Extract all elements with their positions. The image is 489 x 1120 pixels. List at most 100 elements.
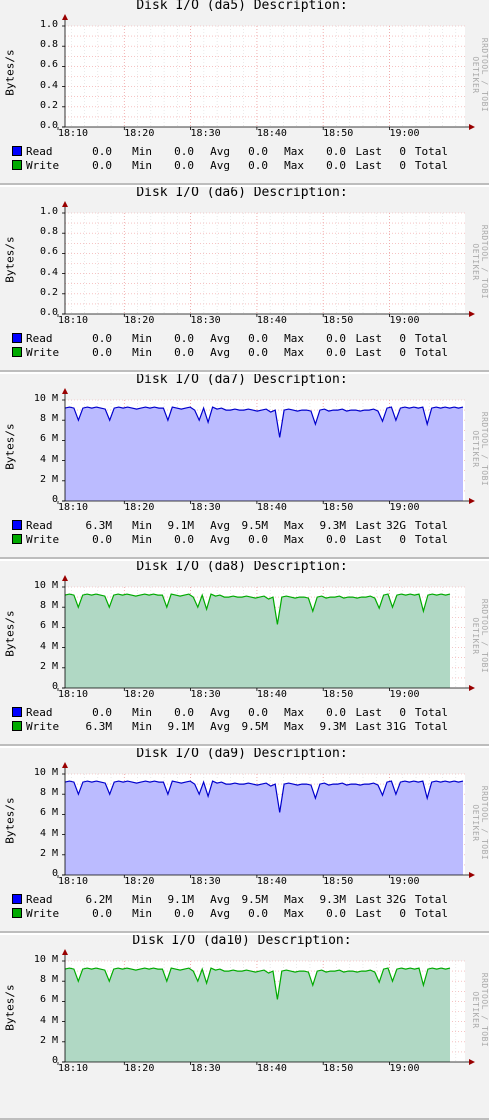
x-tick-label: 18:40	[256, 502, 287, 513]
series-area	[65, 968, 450, 1062]
legend-stat-label: Max	[284, 159, 304, 172]
legend-swatch	[12, 721, 22, 731]
legend-swatch	[12, 520, 22, 530]
chart-svg	[57, 388, 475, 504]
legend-row-read: Read 6.3M Min 9.1M Avg 9.5M Max 9.3M Last 32G Tota…	[12, 519, 448, 532]
legend-stat-label: Avg	[210, 145, 230, 158]
x-tick-label: 18:30	[190, 315, 221, 326]
x-tick-label: 18:40	[256, 315, 287, 326]
y-axis-arrow	[62, 14, 68, 20]
legend-stat-label: Last	[355, 706, 383, 719]
y-axis-label: Bytes/s	[3, 797, 17, 844]
legend-last: 0	[399, 145, 406, 158]
y-tick-label: 2 M	[39, 847, 58, 859]
legend-total-label: Total	[414, 706, 448, 719]
legend-stat-label: Max	[284, 346, 304, 359]
chart-title: Disk I/O (da10) Description:	[132, 935, 352, 948]
y-tick-label: 8 M	[39, 787, 58, 799]
x-tick-label: 18:10	[57, 128, 89, 139]
y-axis-arrow	[62, 201, 68, 207]
x-tick-label: 18:20	[124, 502, 155, 513]
series-area	[65, 781, 463, 875]
legend-row-read: Read 0.0 Min 0.0 Avg 0.0 Max 0.0 Last 0 Total	[12, 706, 448, 719]
legend-row-read: Read 6.2M Min 9.1M Avg 9.5M Max 9.3M Last 32G Tota…	[12, 893, 448, 906]
y-tick-label: 0.8	[39, 226, 58, 238]
legend-swatch	[12, 894, 22, 904]
legend-avg: 9.5M	[241, 720, 269, 733]
y-axis-label: Bytes/s	[3, 49, 17, 96]
legend-row-write: Write 6.3M Min 9.1M Avg 9.5M Max 9.3M Last 31G Tot…	[12, 720, 448, 733]
legend-max: 0.0	[326, 159, 346, 172]
legend-row-read: Read 0.0 Min 0.0 Avg 0.0 Max 0.0 Last 0 Total	[12, 145, 448, 158]
legend-cur: 6.2M	[85, 893, 113, 906]
x-tick-label: 18:50	[323, 315, 354, 326]
y-tick-label: 0	[51, 681, 58, 692]
x-tick-label: 18:50	[323, 876, 354, 887]
y-tick-label: 6 M	[39, 807, 58, 819]
x-tick-label: 18:10	[57, 1063, 89, 1074]
legend-max: 9.3M	[319, 893, 347, 906]
x-tick-label: 19:00	[389, 876, 420, 887]
x-tick-label: 18:40	[256, 876, 287, 887]
chart-title: Disk I/O (da5) Description:	[136, 0, 348, 13]
legend-stat-label: Max	[284, 720, 304, 733]
x-axis-arrow	[469, 311, 475, 317]
watermark: RRDTOOL / TOBI OETIKER	[471, 37, 489, 113]
y-tick-label: 0	[51, 868, 58, 879]
y-tick-label: 4 M	[39, 827, 58, 839]
legend-avg: 0.0	[248, 145, 268, 158]
legend-stat-label: Max	[284, 332, 304, 345]
legend-total-label: Total	[414, 346, 448, 359]
legend-name: Write	[26, 720, 60, 733]
y-tick-label: 8 M	[39, 974, 58, 986]
x-tick-label: 19:00	[389, 1063, 420, 1074]
chart-panel: Disk I/O (da8) Description: Bytes/s RRDTOO…	[0, 561, 489, 746]
x-tick-label: 18:20	[124, 689, 155, 700]
y-tick-label: 0.6	[39, 246, 58, 258]
legend-total-label: Total	[414, 907, 448, 920]
legend-stat-label: Avg	[210, 893, 230, 906]
legend-avg: 0.0	[248, 706, 268, 719]
legend-swatch	[12, 160, 22, 170]
legend-name: Read	[26, 332, 53, 345]
legend-min: 0.0	[174, 533, 194, 546]
legend-last: 0	[399, 533, 406, 546]
legend-cur: 0.0	[92, 145, 112, 158]
x-tick-label: 18:30	[190, 502, 221, 513]
series-line	[64, 406, 464, 438]
legend-min: 0.0	[174, 159, 194, 172]
legend-swatch	[12, 908, 22, 918]
x-axis-arrow	[469, 1059, 475, 1065]
legend-stat-label: Last	[355, 145, 383, 158]
x-tick-label: 18:50	[323, 1063, 354, 1074]
x-tick-label: 18:30	[190, 689, 221, 700]
legend-stat-label: Min	[132, 720, 152, 733]
watermark: RRDTOOL / TOBI OETIKER	[471, 598, 489, 674]
legend-stat-label: Avg	[210, 159, 230, 172]
y-axis-label: Bytes/s	[3, 984, 17, 1031]
y-tick-label: 10 M	[33, 393, 58, 404]
x-tick-label: 19:00	[389, 315, 420, 326]
x-tick-label: 18:20	[124, 876, 155, 887]
legend-cur: 0.0	[92, 533, 112, 546]
legend-stat-label: Avg	[210, 907, 230, 920]
y-tick-label: 6 M	[39, 433, 58, 445]
legend-last: 31G	[386, 720, 406, 733]
y-axis-label: Bytes/s	[3, 610, 17, 657]
y-tick-label: 2 M	[39, 1034, 58, 1046]
legend-row-read: Read 0.0 Min 0.0 Avg 0.0 Max 0.0 Last 0 Total	[12, 332, 448, 345]
legend-min: 0.0	[174, 332, 194, 345]
legend-name: Write	[26, 907, 60, 920]
y-tick-label: 10 M	[33, 580, 58, 591]
legend-stat-label: Last	[355, 332, 383, 345]
legend-name: Read	[26, 145, 53, 158]
legend-min: 9.1M	[167, 893, 195, 906]
legend-cur: 0.0	[92, 346, 112, 359]
legend-stat-label: Last	[355, 159, 383, 172]
y-tick-label: 8 M	[39, 600, 58, 612]
x-axis-arrow	[469, 124, 475, 130]
x-tick-label: 19:00	[389, 689, 420, 700]
legend-stat-label: Min	[132, 346, 152, 359]
legend-max: 0.0	[326, 145, 346, 158]
legend-stat-label: Max	[284, 533, 304, 546]
